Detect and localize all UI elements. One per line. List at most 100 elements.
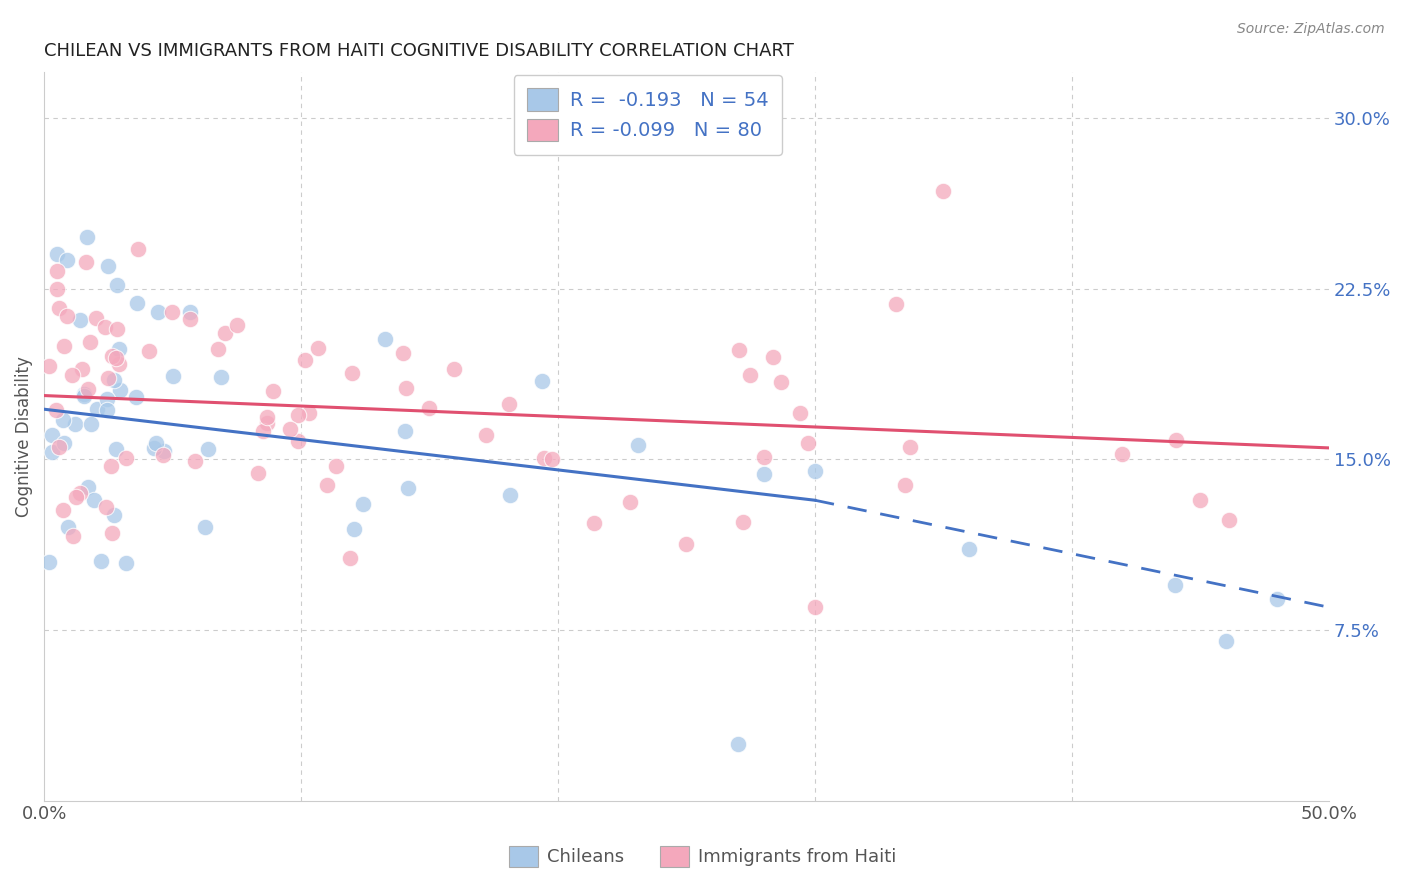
Point bbox=[194, 520, 217, 534]
Point bbox=[754, 450, 776, 465]
Point bbox=[46, 282, 69, 296]
Point bbox=[343, 523, 366, 537]
Point bbox=[294, 352, 316, 367]
Point bbox=[804, 464, 827, 478]
Point bbox=[675, 537, 697, 551]
Point bbox=[96, 403, 118, 417]
Point bbox=[115, 556, 138, 570]
Point bbox=[752, 467, 775, 481]
Point bbox=[894, 477, 917, 491]
Point bbox=[374, 332, 396, 346]
Point bbox=[738, 368, 761, 382]
Point bbox=[789, 406, 811, 420]
Point bbox=[498, 397, 520, 411]
Point bbox=[76, 229, 98, 244]
Point bbox=[225, 318, 247, 332]
Point bbox=[1163, 578, 1185, 592]
Point bbox=[38, 359, 60, 373]
Point bbox=[583, 516, 606, 530]
Point bbox=[45, 264, 67, 278]
Point bbox=[52, 412, 75, 426]
Point bbox=[475, 428, 498, 442]
Point bbox=[179, 311, 201, 326]
Point bbox=[94, 319, 117, 334]
Point bbox=[307, 341, 329, 355]
Point bbox=[395, 382, 418, 396]
Point bbox=[339, 550, 361, 565]
Point bbox=[619, 495, 641, 509]
Point bbox=[52, 502, 75, 516]
Point bbox=[124, 390, 146, 404]
Point bbox=[160, 305, 183, 319]
Point bbox=[145, 436, 167, 450]
Point bbox=[207, 343, 229, 357]
Point bbox=[162, 369, 184, 384]
Point bbox=[56, 520, 79, 534]
Point bbox=[762, 350, 785, 364]
Point bbox=[103, 373, 125, 387]
Point bbox=[75, 255, 97, 269]
Point bbox=[256, 417, 278, 431]
Point bbox=[898, 440, 921, 454]
Point bbox=[108, 357, 131, 371]
Point bbox=[76, 382, 98, 396]
Point bbox=[932, 184, 955, 198]
Point bbox=[957, 542, 980, 557]
Point bbox=[105, 351, 128, 365]
Point bbox=[183, 454, 205, 468]
Point bbox=[152, 448, 174, 462]
Point bbox=[325, 459, 347, 474]
Point bbox=[1267, 592, 1289, 607]
Point bbox=[84, 311, 107, 326]
Point bbox=[1189, 493, 1212, 508]
Point bbox=[48, 301, 70, 316]
Point bbox=[108, 383, 131, 397]
Point bbox=[101, 349, 124, 363]
Point bbox=[804, 600, 827, 615]
Point bbox=[262, 384, 284, 398]
Point bbox=[96, 392, 118, 406]
Point bbox=[1164, 433, 1187, 447]
Point bbox=[83, 493, 105, 508]
Point bbox=[256, 410, 278, 425]
Point bbox=[105, 322, 128, 336]
Point bbox=[287, 409, 309, 423]
Point bbox=[531, 374, 554, 388]
Point bbox=[41, 445, 63, 459]
Legend: Chileans, Immigrants from Haiti: Chileans, Immigrants from Haiti bbox=[502, 838, 904, 874]
Point bbox=[90, 554, 112, 568]
Point bbox=[65, 490, 87, 504]
Point bbox=[97, 259, 120, 273]
Point bbox=[315, 478, 337, 492]
Point bbox=[114, 450, 136, 465]
Point bbox=[533, 450, 555, 465]
Point bbox=[125, 296, 148, 310]
Point bbox=[86, 402, 108, 417]
Point bbox=[197, 442, 219, 457]
Point bbox=[52, 435, 75, 450]
Point bbox=[103, 508, 125, 522]
Point bbox=[153, 444, 176, 458]
Point bbox=[107, 277, 129, 292]
Point bbox=[63, 417, 86, 432]
Point bbox=[100, 458, 122, 473]
Point bbox=[142, 442, 165, 456]
Point bbox=[76, 480, 98, 494]
Point bbox=[69, 312, 91, 326]
Point bbox=[1215, 633, 1237, 648]
Point bbox=[127, 242, 149, 256]
Point bbox=[80, 417, 103, 432]
Point bbox=[138, 344, 160, 359]
Point bbox=[394, 424, 416, 438]
Point bbox=[499, 488, 522, 502]
Point bbox=[252, 424, 274, 438]
Point bbox=[209, 370, 232, 384]
Point bbox=[298, 406, 321, 420]
Point bbox=[73, 389, 96, 403]
Text: CHILEAN VS IMMIGRANTS FROM HAITI COGNITIVE DISABILITY CORRELATION CHART: CHILEAN VS IMMIGRANTS FROM HAITI COGNITI… bbox=[44, 42, 794, 60]
Point bbox=[727, 737, 749, 751]
Point bbox=[52, 338, 75, 352]
Point bbox=[214, 326, 236, 340]
Legend: R =  -0.193   N = 54, R = -0.099   N = 80: R = -0.193 N = 54, R = -0.099 N = 80 bbox=[513, 75, 782, 155]
Point bbox=[627, 438, 650, 452]
